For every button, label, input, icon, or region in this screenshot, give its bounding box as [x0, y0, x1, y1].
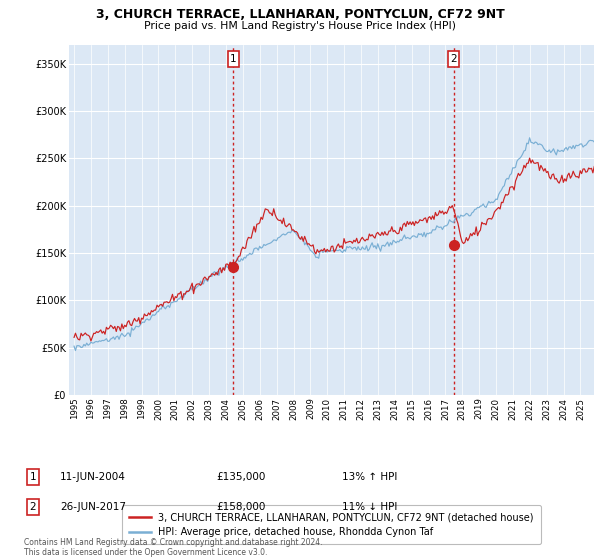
Text: 2: 2 [29, 502, 37, 512]
Text: 13% ↑ HPI: 13% ↑ HPI [342, 472, 397, 482]
Text: 11% ↓ HPI: 11% ↓ HPI [342, 502, 397, 512]
Text: 1: 1 [230, 54, 237, 64]
Text: 11-JUN-2004: 11-JUN-2004 [60, 472, 126, 482]
Text: £135,000: £135,000 [216, 472, 265, 482]
Text: 1: 1 [29, 472, 37, 482]
Text: Price paid vs. HM Land Registry's House Price Index (HPI): Price paid vs. HM Land Registry's House … [144, 21, 456, 31]
Text: 2: 2 [450, 54, 457, 64]
Text: Contains HM Land Registry data © Crown copyright and database right 2024.
This d: Contains HM Land Registry data © Crown c… [24, 538, 323, 557]
Text: £158,000: £158,000 [216, 502, 265, 512]
Text: 26-JUN-2017: 26-JUN-2017 [60, 502, 126, 512]
Legend: 3, CHURCH TERRACE, LLANHARAN, PONTYCLUN, CF72 9NT (detached house), HPI: Average: 3, CHURCH TERRACE, LLANHARAN, PONTYCLUN,… [122, 506, 541, 544]
Text: 3, CHURCH TERRACE, LLANHARAN, PONTYCLUN, CF72 9NT: 3, CHURCH TERRACE, LLANHARAN, PONTYCLUN,… [95, 8, 505, 21]
